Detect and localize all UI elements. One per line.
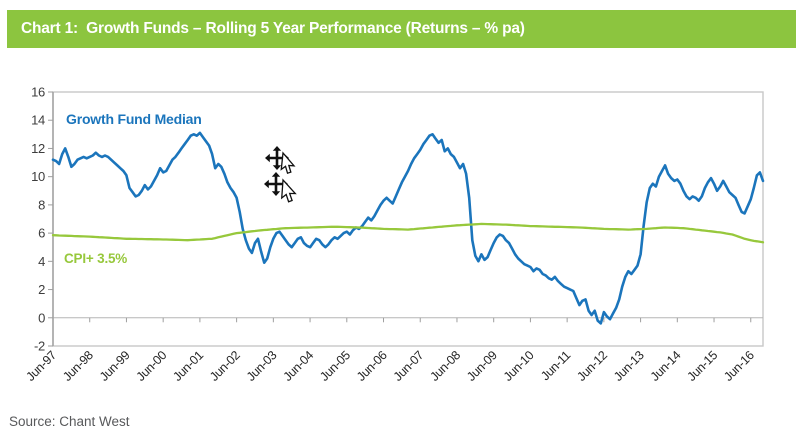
cpi-plus-line: [51, 222, 765, 244]
svg-text:Jun-12: Jun-12: [574, 348, 610, 384]
svg-text:10: 10: [31, 169, 45, 184]
chart-title: Chart 1: Growth Funds – Rolling 5 Year P…: [21, 20, 525, 37]
move-cursor-icon: [265, 146, 296, 175]
svg-text:0: 0: [38, 310, 45, 325]
svg-text:Jun-09: Jun-09: [464, 348, 500, 384]
svg-text:Jun-11: Jun-11: [538, 348, 573, 383]
x-axis-labels: Jun-97 Jun-98 Jun-99 Jun-00 Jun-01 Jun-02 Jun-…: [23, 348, 757, 384]
legend-growth-fund-median: Growth Fund Median: [66, 111, 202, 127]
svg-text:2: 2: [38, 282, 45, 297]
move-cursor-icon: [264, 172, 297, 203]
svg-text:12: 12: [31, 141, 45, 156]
svg-text:Jun-14: Jun-14: [648, 348, 684, 384]
svg-text:Jun-08: Jun-08: [427, 348, 463, 384]
svg-text:Jun-16: Jun-16: [721, 348, 757, 384]
y-axis: [48, 91, 54, 347]
svg-text:16: 16: [31, 85, 45, 100]
svg-text:6: 6: [38, 226, 45, 241]
svg-text:8: 8: [38, 197, 45, 212]
svg-text:Jun-05: Jun-05: [317, 348, 353, 384]
svg-text:Jun-02: Jun-02: [207, 348, 243, 384]
zero-axis-line: [53, 317, 763, 323]
svg-text:14: 14: [31, 113, 45, 128]
y-axis-labels: -2 0 2 4 6 8 10 12 14 16: [31, 85, 45, 354]
svg-text:Jun-04: Jun-04: [281, 348, 317, 384]
svg-text:Jun-03: Jun-03: [244, 348, 280, 384]
svg-text:Jun-99: Jun-99: [97, 348, 133, 384]
svg-text:Jun-00: Jun-00: [134, 348, 170, 384]
source-caption: Source: Chant West: [9, 414, 130, 429]
chart-header-bar: Chart 1: Growth Funds – Rolling 5 Year P…: [7, 10, 796, 48]
svg-text:Jun-10: Jun-10: [501, 348, 537, 384]
arrow-pointer-icon: [280, 151, 296, 175]
svg-text:Jun-13: Jun-13: [611, 348, 647, 384]
svg-text:Jun-01: Jun-01: [170, 348, 206, 384]
svg-text:Jun-15: Jun-15: [685, 348, 721, 384]
svg-text:-2: -2: [34, 339, 45, 354]
plot-area: [52, 91, 764, 347]
legend-cpi-plus: CPI+ 3.5%: [64, 251, 127, 266]
growth-fund-median-line: [51, 131, 765, 325]
arrow-pointer-icon: [280, 178, 297, 203]
svg-text:Jun-06: Jun-06: [354, 348, 390, 384]
svg-text:Jun-98: Jun-98: [60, 348, 96, 384]
svg-text:4: 4: [38, 254, 45, 269]
svg-text:Jun-07: Jun-07: [391, 348, 427, 384]
